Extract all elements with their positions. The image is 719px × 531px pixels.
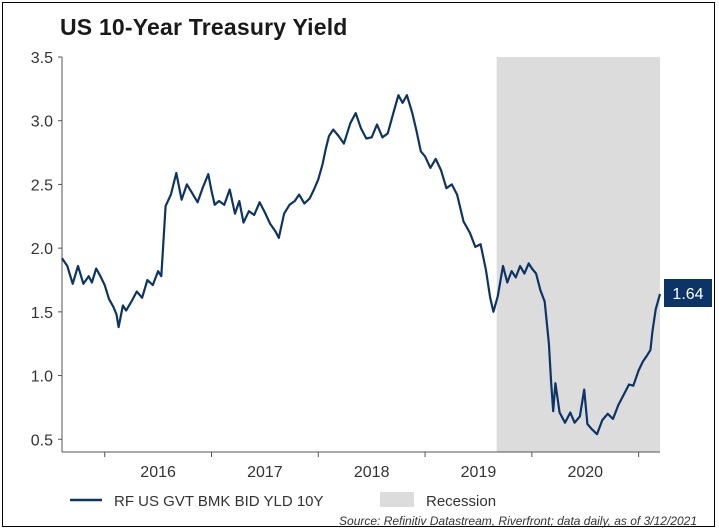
y-tick-label: 1.0 [31,369,53,386]
x-tick-label: 2017 [247,464,283,481]
last-value-label: 1.64 [672,286,703,303]
legend-recession-swatch [380,492,414,507]
y-tick-label: 3.5 [31,50,53,67]
legend-series-label: RF US GVT BMK BID YLD 10Y [114,493,324,510]
y-tick-label: 3.0 [31,114,53,131]
source-note: Source: Refinitiv Datastream, Riverfront… [339,514,697,528]
recession-band [496,57,660,452]
x-tick-label: 2018 [354,464,390,481]
series-line-10y-yield [61,94,662,436]
x-tick-label: 2019 [461,464,497,481]
y-tick-label: 2.5 [31,177,53,194]
y-tick-label: 1.5 [31,305,53,322]
legend-recession-label: Recession [426,493,496,510]
x-tick-label: 2016 [140,464,176,481]
last-value-badge [664,279,712,307]
y-tick-label: 2.0 [31,241,53,258]
chart-title: US 10-Year Treasury Yield [60,14,348,40]
y-tick-label: 0.5 [31,432,53,449]
x-tick-label: 2020 [567,464,603,481]
